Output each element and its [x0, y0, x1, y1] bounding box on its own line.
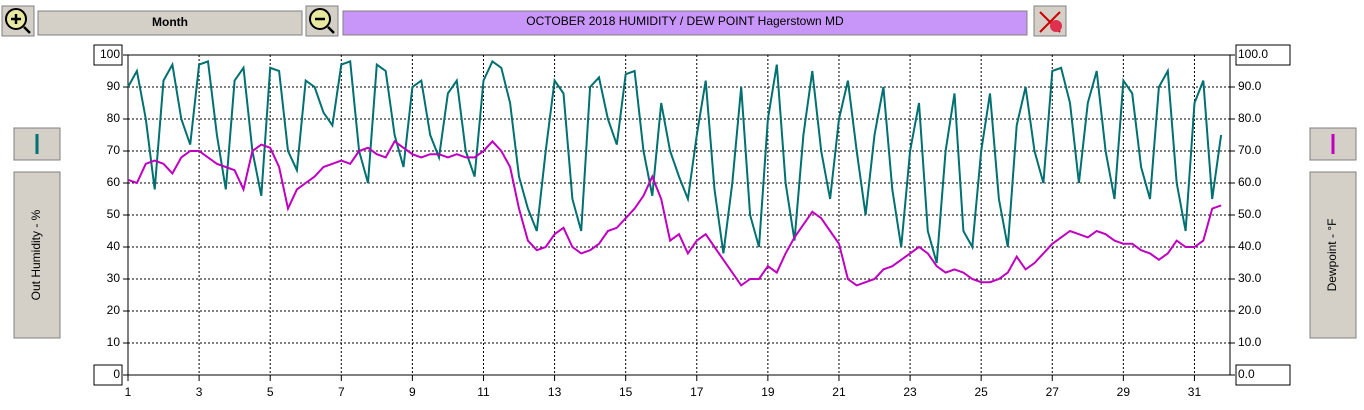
- y-tick-label: 40: [107, 239, 121, 253]
- x-tick-label: 9: [409, 385, 416, 399]
- y-tick-label: 30: [107, 271, 121, 285]
- y2-tick-label: 30.0: [1238, 271, 1262, 285]
- y2-tick-box: [1235, 364, 1291, 386]
- options-icon-dot: [1050, 20, 1062, 32]
- series-line: [127, 139, 1222, 287]
- toolbar: Month OCTOBER 2018 HUMIDITY / DEW POINT …: [1, 5, 1067, 37]
- y-tick-label: 90: [107, 79, 121, 93]
- y2-tick-label: 70.0: [1238, 143, 1262, 157]
- plot-area: [127, 54, 1231, 376]
- y-tick-label: 50: [107, 207, 121, 221]
- x-tick-label: 19: [761, 385, 775, 399]
- x-tick-label: 13: [548, 385, 562, 399]
- chart-title: OCTOBER 2018 HUMIDITY / DEW POINT Hagers…: [526, 14, 844, 28]
- x-tick-label: 27: [1046, 385, 1060, 399]
- y2-tick-label: 60.0: [1238, 175, 1262, 189]
- x-tick-label: 29: [1117, 385, 1131, 399]
- zoom-in-glyph: [11, 14, 31, 34]
- y2-tick-label: 0.0: [1238, 367, 1255, 381]
- y2-tick-label: 50.0: [1238, 207, 1262, 221]
- y2-tick-label: 90.0: [1238, 79, 1262, 93]
- y2-tick-label: 40.0: [1238, 239, 1262, 253]
- y-axis-label: Out Humidity - %: [29, 209, 43, 300]
- x-tick-label: 23: [903, 385, 917, 399]
- x-tick-label: 11: [477, 385, 490, 399]
- x-tick-label: 15: [619, 385, 633, 399]
- y-tick-label: 10: [107, 335, 121, 349]
- x-tick-label: 1: [125, 385, 132, 399]
- range-button-label: Month: [152, 15, 188, 29]
- y-tick-box: [93, 44, 123, 66]
- series-line: [127, 59, 1223, 264]
- y2-tick-label: 100.0: [1238, 47, 1268, 61]
- range-button[interactable]: [37, 10, 303, 36]
- y-tick-label: 80: [107, 111, 121, 125]
- y2-axis-label-button[interactable]: [1309, 171, 1357, 339]
- y-tick-label: 20: [107, 303, 121, 317]
- x-tick-label: 7: [338, 385, 345, 399]
- y-axis-label-button[interactable]: [13, 171, 61, 339]
- x-tick-label: 25: [974, 385, 988, 399]
- y-tick-box: [93, 364, 123, 386]
- title-bar: [342, 10, 1028, 36]
- y2-tick-box: [1235, 44, 1291, 66]
- x-tick-label: 31: [1188, 385, 1202, 399]
- y-tick-label: 70: [107, 143, 121, 157]
- zoom-out-glyph: [315, 17, 335, 34]
- x-tick-label: 21: [832, 385, 846, 399]
- y-tick-label: 0: [113, 367, 120, 381]
- y-tick-label: 60: [107, 175, 121, 189]
- y-tick-label: 100: [100, 47, 120, 61]
- y2-tick-label: 10.0: [1238, 335, 1262, 349]
- y2-tick-label: 80.0: [1238, 111, 1262, 125]
- y2-tick-label: 20.0: [1238, 303, 1262, 317]
- x-tick-label: 3: [196, 385, 203, 399]
- x-tick-label: 5: [267, 385, 274, 399]
- y2-axis-label: Dewpoint - °F: [1325, 219, 1339, 292]
- x-tick-label: 17: [690, 385, 704, 399]
